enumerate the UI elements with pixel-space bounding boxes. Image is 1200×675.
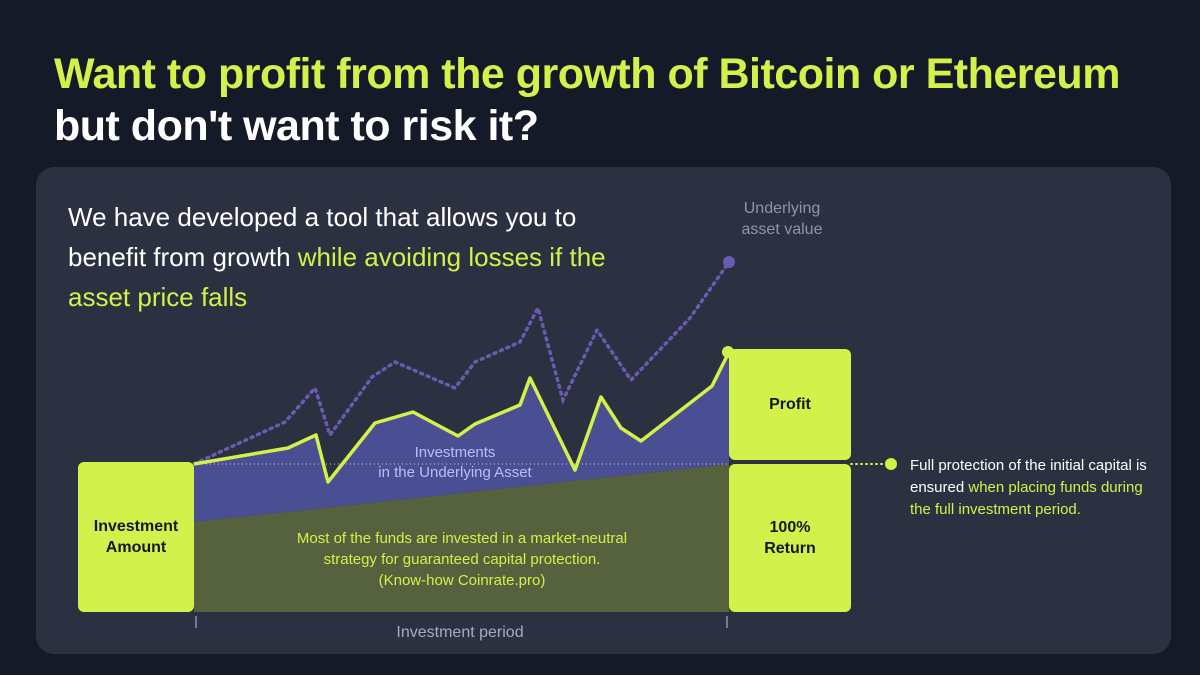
investment-area [194,352,729,522]
protection-highlight: when placing funds during the full inves… [910,479,1143,518]
intro-text: We have developed a tool that allows you… [68,197,608,317]
underlying-asset-label: Underlying asset value [700,198,864,240]
return-line-1: 100% [769,519,811,536]
headline: Want to profit from the growth of Bitcoi… [54,48,1120,152]
investments-label-2: in the Underlying Asset [378,464,532,481]
protection-pointer-dot [885,458,897,470]
intro-highlight: while avoiding losses if the asset price… [68,242,606,312]
investment-amount-box: Investment Amount [78,462,194,612]
investments-label-1: Investments [414,444,496,461]
protection-plain: Full protection of the initial capital i… [910,457,1147,496]
profit-box: Profit [729,349,851,460]
underlying-asset-end-dot [723,256,735,268]
underlying-asset-label-2: asset value [741,221,823,238]
investment-amount-line-1: Investment [93,518,179,535]
market-neutral-line-1: Most of the funds are invested in a mark… [296,530,628,547]
full-return-box: 100% Return [729,464,851,612]
return-line-2: Return [764,540,816,557]
headline-line-1: Want to profit from the growth of Bitcoi… [54,50,1120,98]
underlying-asset-line [192,260,731,466]
market-neutral-line-2: strategy for guaranteed capital protecti… [323,551,601,568]
underlying-asset-label-1: Underlying [743,200,821,217]
investment-amount-line-2: Amount [105,539,167,556]
investments-label: Investments in the Underlying Asset [340,443,570,483]
headline-line-2: but don't want to risk it? [54,102,539,150]
profit-label: Profit [769,396,811,413]
investment-period-label: Investment period [396,624,524,641]
protected-capital-area [194,464,729,612]
intro-plain: We have developed a tool that allows you… [68,202,577,272]
market-neutral-label: Most of the funds are invested in a mark… [262,528,662,591]
investment-performance-line [193,351,731,484]
protection-note: Full protection of the initial capital i… [910,455,1150,521]
market-neutral-line-3: (Know-how Coinrate.pro) [378,572,546,589]
